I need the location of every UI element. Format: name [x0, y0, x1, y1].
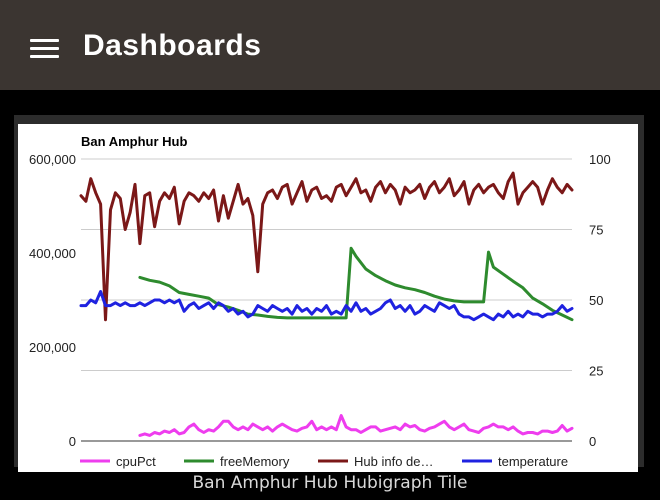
right-axis-tick-label: 100	[589, 152, 611, 167]
legend-label: temperature	[498, 454, 568, 469]
right-axis-tick-label: 75	[589, 223, 603, 238]
series-temperature-line	[79, 290, 574, 322]
left-axis-tick-label: 200,000	[29, 340, 76, 355]
line-chart: Ban Amphur Hub 0 200,000 400,000 600,000 0 25 5…	[29, 134, 611, 469]
series-freememory-line	[138, 246, 574, 322]
page-title: Dashboards	[83, 29, 262, 62]
series-hub-info-line	[79, 171, 574, 322]
series-cpupct-line	[138, 414, 574, 437]
left-axis-tick-label: 0	[69, 434, 76, 449]
app-bar: Dashboards	[0, 0, 660, 90]
right-axis-tick-label: 0	[589, 434, 596, 449]
chart-title: Ban Amphur Hub	[81, 134, 187, 149]
right-axis-tick-label: 50	[589, 293, 603, 308]
tile-caption: Ban Amphur Hub Hubigraph Tile	[192, 473, 468, 493]
right-axis-tick-label: 25	[589, 364, 603, 379]
hamburger-menu-icon[interactable]	[30, 37, 60, 59]
legend-label: Hub info de…	[354, 454, 434, 469]
legend-label: cpuPct	[116, 454, 156, 469]
left-axis-tick-label: 600,000	[29, 152, 76, 167]
left-axis-tick-label: 400,000	[29, 246, 76, 261]
legend-label: freeMemory	[220, 454, 290, 469]
chart-card: Ban Amphur Hub 0 200,000 400,000 600,000 0 25 5…	[18, 124, 638, 472]
